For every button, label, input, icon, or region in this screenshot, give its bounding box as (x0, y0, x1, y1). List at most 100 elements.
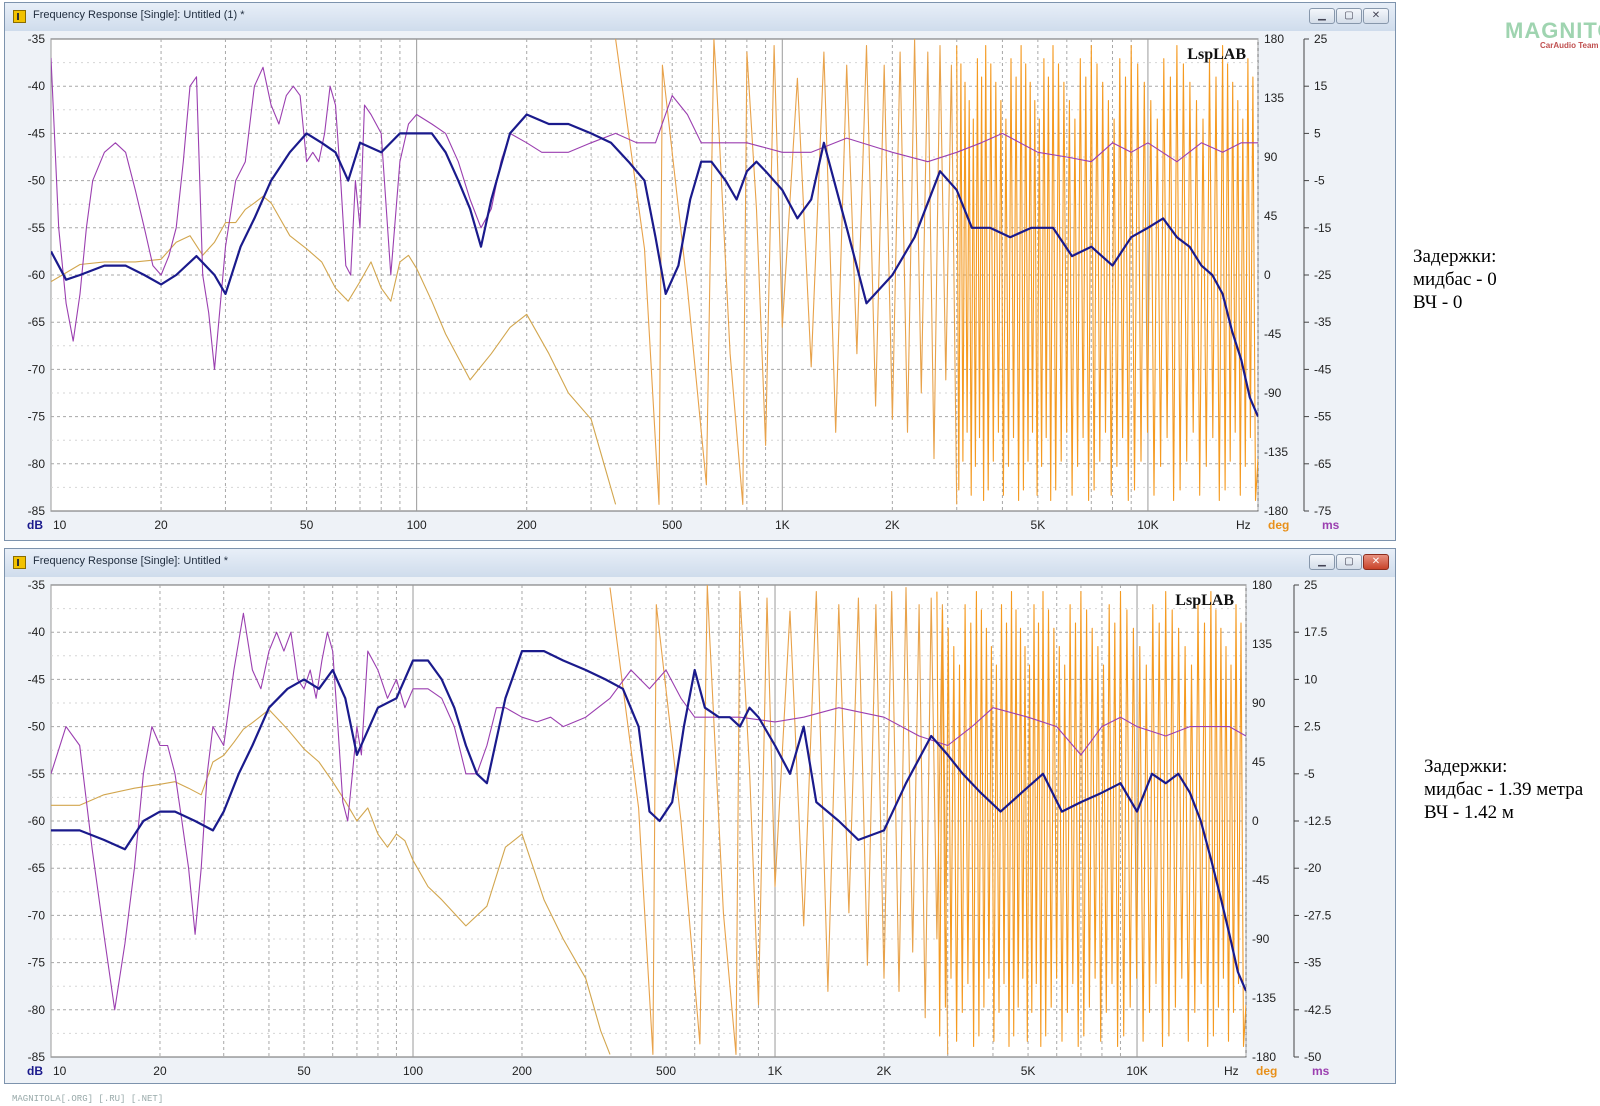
ms-unit-label: ms (1312, 1064, 1330, 1078)
window-titlebar[interactable]: Frequency Response [Single]: Untitled (1… (5, 3, 1395, 32)
y-tick-label-db: -60 (28, 268, 46, 282)
x-tick-label: 100 (407, 518, 427, 532)
y-tick-label-ms: -75 (1314, 504, 1332, 518)
deg-unit-label: deg (1268, 518, 1289, 532)
lsplab-brand: LspLAB (1175, 592, 1234, 609)
x-tick-label: 2K (877, 1064, 892, 1078)
y-tick-label-deg: -135 (1264, 445, 1288, 459)
note-line: ВЧ - 1.42 м (1424, 802, 1514, 823)
lsplab-brand: LspLAB (1187, 46, 1246, 63)
y-tick-label-ms: -45 (1314, 362, 1332, 376)
y-tick-label-db: -65 (28, 861, 46, 875)
y-tick-label-db: -60 (28, 814, 46, 828)
app-speaker-icon (13, 556, 26, 569)
minimize-button[interactable]: ▁ (1309, 8, 1335, 24)
y-tick-label-ms: -50 (1304, 1050, 1322, 1064)
y-tick-label-deg: -90 (1252, 932, 1270, 946)
y-tick-label-db: -70 (28, 362, 46, 376)
y-tick-label-db: -65 (28, 315, 46, 329)
y-tick-label-ms: 25 (1304, 578, 1318, 592)
y-tick-label-db: -55 (28, 767, 46, 781)
x-tick-label: 10 (53, 1064, 67, 1078)
y-tick-label-db: -80 (28, 1003, 46, 1017)
series-line-deg-4 (936, 591, 1246, 1048)
y-tick-label-deg: 90 (1264, 150, 1278, 164)
window-titlebar[interactable]: Frequency Response [Single]: Untitled * … (5, 549, 1395, 578)
y-tick-label-db: -45 (28, 672, 46, 686)
frequency-response-chart-1[interactable]: -35-40-45-50-55-60-65-70-75-80-851801359… (5, 31, 1395, 540)
series-line-deg-4 (956, 45, 1258, 502)
note-line: Задержки: (1413, 246, 1497, 267)
x-tick-label: 20 (154, 518, 168, 532)
y-tick-label-deg: -135 (1252, 991, 1276, 1005)
y-tick-label-ms: -15 (1314, 221, 1332, 235)
frequency-response-chart-2[interactable]: -35-40-45-50-55-60-65-70-75-80-851801359… (5, 577, 1395, 1083)
y-tick-label-db: -35 (28, 32, 46, 46)
deg-unit-label: deg (1256, 1064, 1277, 1078)
series-line-deg-3 (609, 585, 949, 1055)
y-tick-label-ms: 25 (1314, 32, 1328, 46)
note-line: ВЧ - 0 (1413, 292, 1463, 313)
y-tick-label-ms: -12.5 (1304, 814, 1332, 828)
x-tick-label: 10 (53, 518, 67, 532)
y-tick-label-deg: 90 (1252, 696, 1266, 710)
close-button[interactable]: ✕ (1363, 554, 1389, 570)
y-tick-label-ms: 15 (1314, 79, 1328, 93)
frequency-response-window-2: Frequency Response [Single]: Untitled * … (4, 548, 1396, 1084)
series-line-deg-3 (615, 39, 958, 505)
y-tick-label-ms: -55 (1314, 410, 1332, 424)
window-title: Frequency Response [Single]: Untitled * (33, 555, 229, 567)
window-title: Frequency Response [Single]: Untitled (1… (33, 9, 245, 21)
x-tick-label: 50 (300, 518, 314, 532)
close-button[interactable]: ✕ (1363, 8, 1389, 24)
y-tick-label-ms: -27.5 (1304, 908, 1332, 922)
y-tick-label-ms: 5 (1314, 126, 1321, 140)
maximize-button[interactable]: ▢ (1336, 8, 1362, 24)
y-tick-label-ms: -35 (1314, 315, 1332, 329)
series-line-deg-2 (51, 709, 611, 1055)
y-tick-label-deg: -180 (1264, 504, 1288, 518)
y-tick-label-deg: 0 (1252, 814, 1259, 828)
y-tick-label-deg: -180 (1252, 1050, 1276, 1064)
y-tick-label-db: -75 (28, 956, 46, 970)
hz-unit-label: Hz (1236, 518, 1251, 532)
y-tick-label-deg: 0 (1264, 268, 1271, 282)
x-tick-label: 200 (512, 1064, 532, 1078)
x-tick-label: 2K (885, 518, 900, 532)
y-tick-label-db: -55 (28, 221, 46, 235)
x-tick-label: 10K (1126, 1064, 1147, 1078)
x-tick-label: 5K (1021, 1064, 1036, 1078)
y-tick-label-deg: -45 (1264, 327, 1282, 341)
y-tick-label-ms: -5 (1304, 767, 1315, 781)
y-tick-label-db: -40 (28, 79, 46, 93)
y-tick-label-db: -50 (28, 174, 46, 188)
y-tick-label-ms: 17.5 (1304, 625, 1328, 639)
x-tick-label: 100 (403, 1064, 423, 1078)
y-tick-label-ms: -20 (1304, 861, 1322, 875)
maximize-button[interactable]: ▢ (1336, 554, 1362, 570)
series-line-dB-1 (51, 612, 1246, 1011)
y-tick-label-deg: -90 (1264, 386, 1282, 400)
y-tick-label-deg: 180 (1264, 32, 1284, 46)
x-tick-label: 1K (775, 518, 790, 532)
minimize-button[interactable]: ▁ (1309, 554, 1335, 570)
y-tick-label-db: -35 (28, 578, 46, 592)
y-tick-label-ms: -65 (1314, 457, 1332, 471)
y-tick-label-ms: -42.5 (1304, 1003, 1332, 1017)
x-tick-label: 5K (1031, 518, 1046, 532)
x-tick-label: 20 (153, 1064, 167, 1078)
note-line: мидбас - 0 (1413, 269, 1497, 290)
y-tick-label-db: -40 (28, 625, 46, 639)
x-tick-label: 50 (297, 1064, 311, 1078)
series-line-dB-1 (51, 57, 1258, 370)
db-unit-label: dB (27, 1064, 43, 1078)
y-tick-label-db: -50 (28, 720, 46, 734)
y-tick-label-db: -70 (28, 908, 46, 922)
y-tick-label-ms: 10 (1304, 672, 1318, 686)
note-line: Задержки: (1424, 756, 1508, 777)
y-tick-label-db: -85 (28, 504, 46, 518)
y-tick-label-ms: -35 (1304, 956, 1322, 970)
x-tick-label: 10K (1137, 518, 1158, 532)
delay-note-2: Задержки: мидбас - 1.39 метра ВЧ - 1.42 … (1424, 755, 1583, 824)
series-line-dB-0 (51, 650, 1246, 992)
